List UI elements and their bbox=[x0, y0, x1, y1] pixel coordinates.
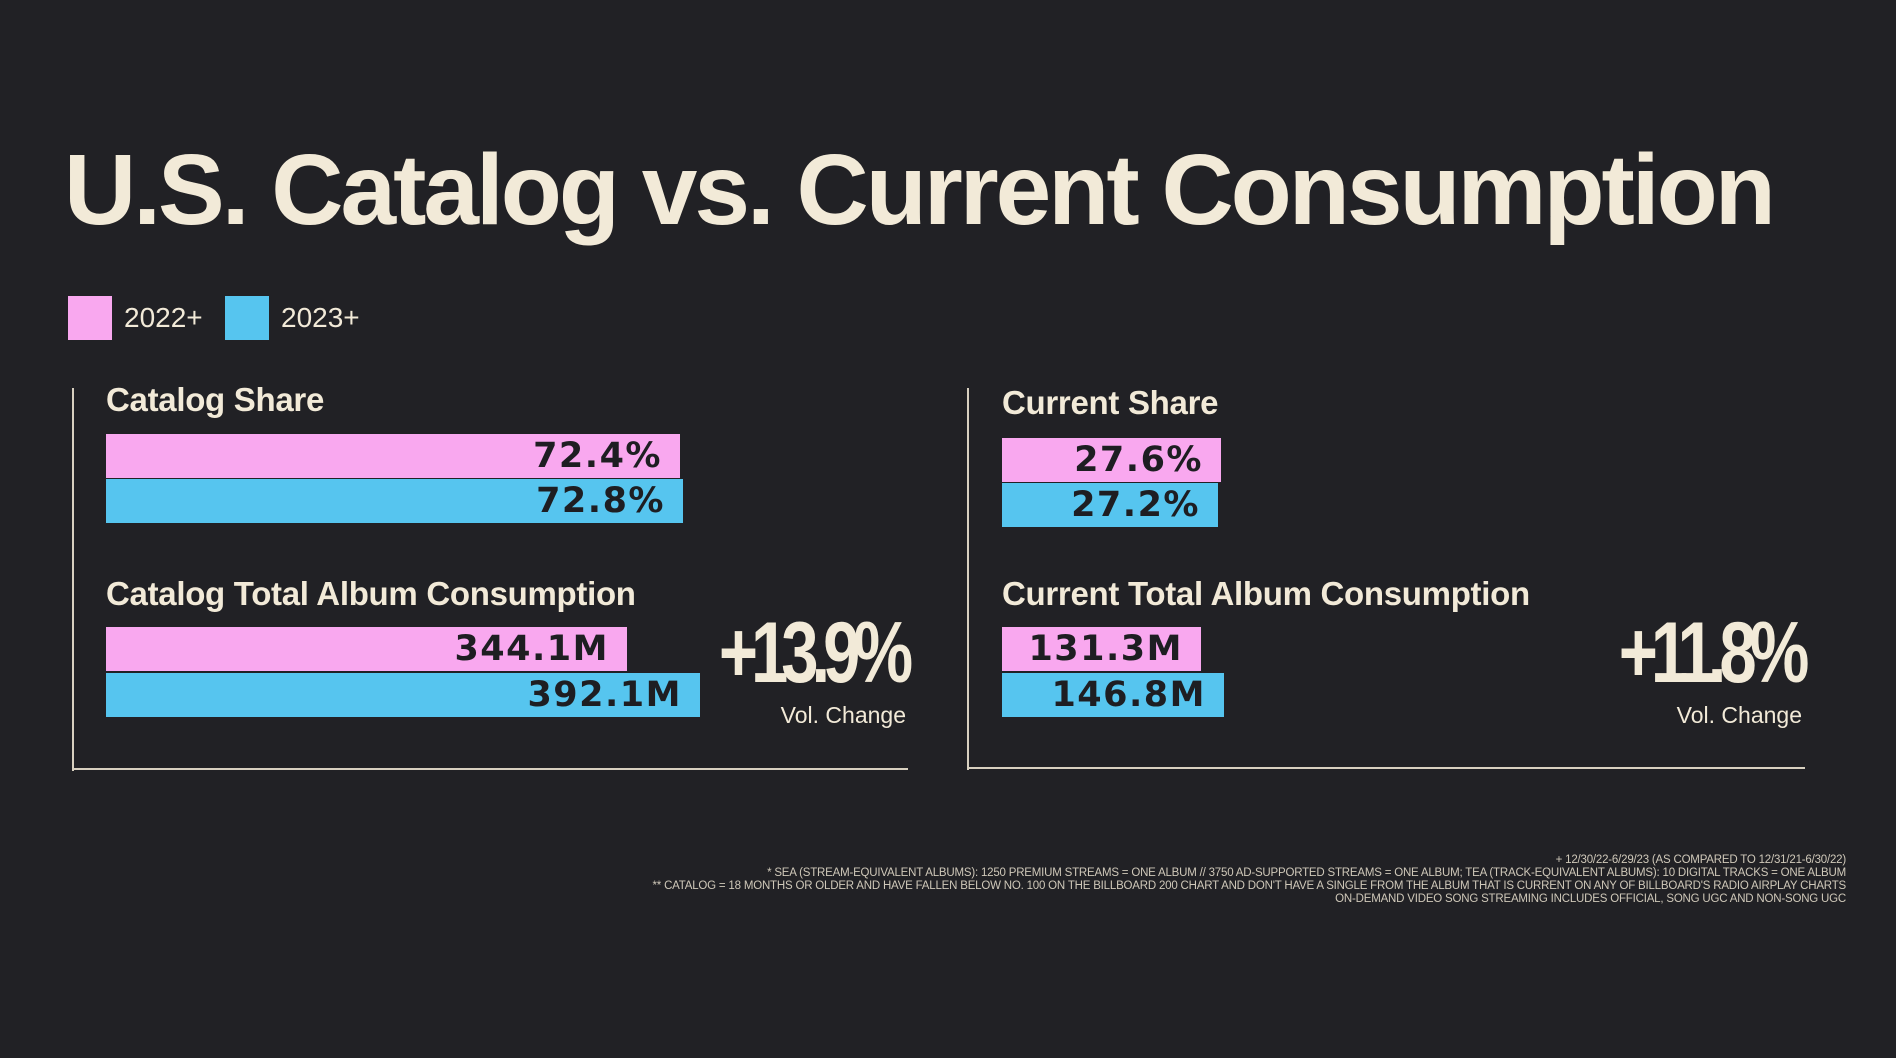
page-title: U.S. Catalog vs. Current Consumption bbox=[64, 134, 1776, 246]
footnotes: + 12/30/22-6/29/23 (AS COMPARED TO 12/31… bbox=[346, 854, 1847, 906]
current-consumption-title: Current Total Album Consumption bbox=[1002, 575, 1530, 612]
catalog-share-bar-2023: 72.8% bbox=[106, 479, 683, 523]
legend-swatch-2023 bbox=[225, 296, 269, 340]
catalog-vol-change: +13.9% Vol. Change bbox=[666, 605, 913, 729]
current-share-title: Current Share bbox=[1002, 384, 1219, 421]
current-consumption-bar-2023: 146.8M bbox=[1002, 673, 1224, 717]
catalog-share-title: Catalog Share bbox=[106, 381, 324, 418]
catalog-panel-left-rule bbox=[72, 388, 74, 771]
catalog-consumption-title: Catalog Total Album Consumption bbox=[106, 575, 636, 612]
catalog-panel-bottom-rule bbox=[72, 768, 908, 770]
current-share-bar-2023: 27.2% bbox=[1002, 483, 1218, 527]
footnote-video-streaming: ON-DEMAND VIDEO SONG STREAMING INCLUDES … bbox=[1335, 893, 1846, 905]
legend-swatch-2022 bbox=[68, 296, 112, 340]
legend-label-2022: 2022+ bbox=[124, 302, 203, 333]
catalog-vol-change-label: Vol. Change bbox=[780, 702, 906, 728]
current-vol-change-value: +11.8% bbox=[1618, 605, 1809, 701]
footnote-sea-tea: * SEA (STREAM-EQUIVALENT ALBUMS): 1250 P… bbox=[767, 867, 1846, 879]
current-vol-change-label: Vol. Change bbox=[1676, 702, 1802, 728]
current-panel-left-rule bbox=[967, 388, 969, 770]
catalog-consumption-bar-2022: 344.1M bbox=[106, 627, 627, 671]
legend-label-2023: 2023+ bbox=[281, 302, 360, 333]
current-vol-change: +11.8% Vol. Change bbox=[1567, 605, 1809, 729]
footnote-catalog-definition: ** CATALOG = 18 MONTHS OR OLDER AND HAVE… bbox=[652, 880, 1847, 892]
current-consumption-bar-2022: 131.3M bbox=[1002, 627, 1201, 671]
footnote-date-range: + 12/30/22-6/29/23 (AS COMPARED TO 12/31… bbox=[1555, 854, 1847, 866]
catalog-vol-change-value: +13.9% bbox=[718, 605, 913, 701]
current-share-bar-2022: 27.6% bbox=[1002, 438, 1221, 482]
catalog-share-bar-2022: 72.4% bbox=[106, 434, 680, 478]
current-panel-bottom-rule bbox=[967, 767, 1805, 769]
catalog-consumption-bar-2023: 392.1M bbox=[106, 673, 700, 717]
